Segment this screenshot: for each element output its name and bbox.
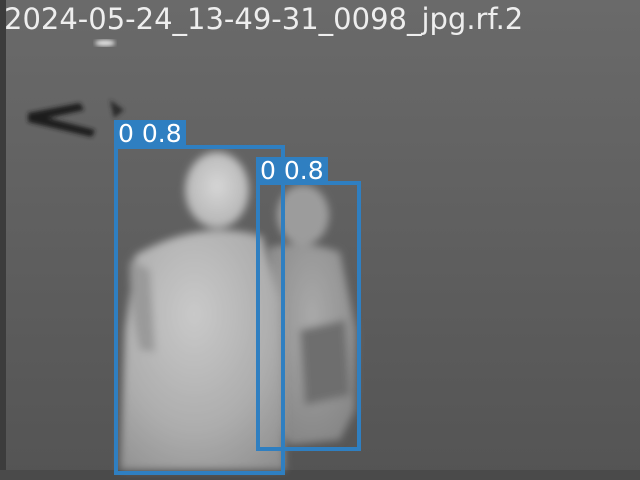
detection-box (114, 145, 285, 475)
detection-box (256, 181, 361, 451)
dark-object (28, 100, 124, 137)
detection-label: 0 0.8 (256, 157, 328, 185)
person-right (268, 185, 356, 445)
detection-score: 0.8 (141, 119, 182, 148)
detection-class: 0 (118, 119, 134, 148)
detection-score: 0.8 (283, 156, 324, 185)
light-spot (95, 40, 115, 46)
filename-overlay: 2024-05-24_13-49-31_0098_jpg.rf.2 (4, 2, 524, 36)
detection-label: 0 0.8 (114, 120, 186, 148)
person-left (120, 152, 285, 470)
detection-class: 0 (260, 156, 276, 185)
